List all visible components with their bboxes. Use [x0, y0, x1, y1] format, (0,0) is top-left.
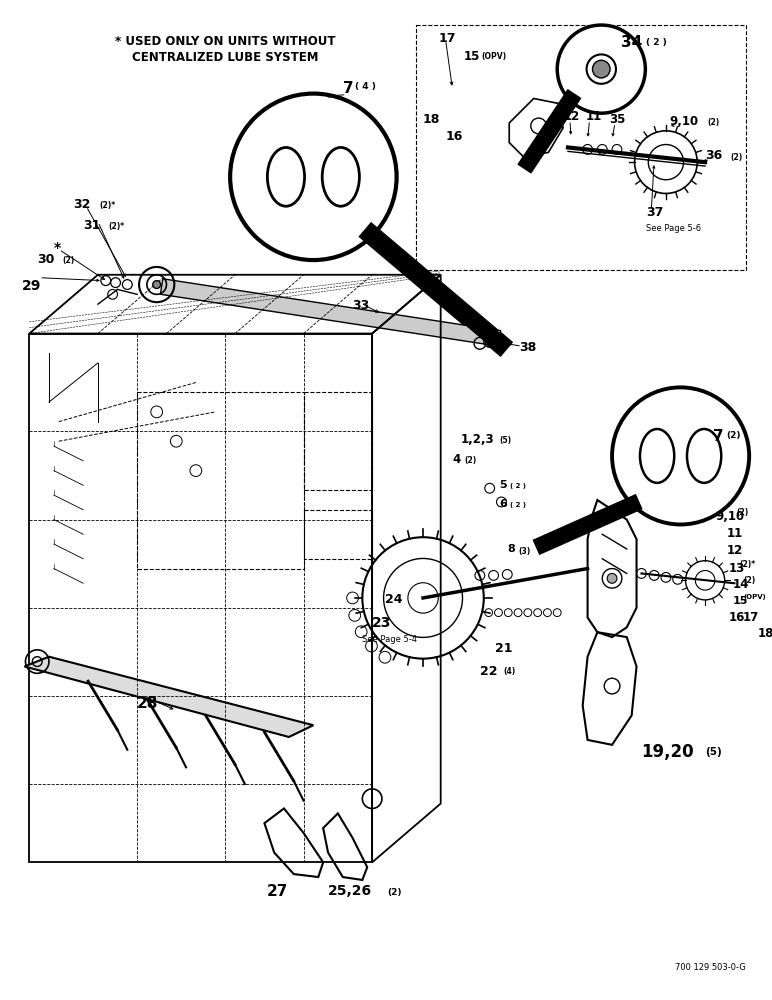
Text: 15: 15 [464, 50, 480, 63]
Text: (OPV): (OPV) [743, 594, 766, 600]
Text: (2): (2) [387, 888, 401, 897]
Text: 16: 16 [445, 130, 463, 143]
Text: (5): (5) [705, 747, 722, 757]
Text: (2)*: (2)* [109, 222, 125, 231]
Text: ( 2 ): ( 2 ) [510, 502, 527, 508]
Text: 33: 33 [353, 299, 370, 312]
Text: 5: 5 [499, 480, 507, 490]
Text: 34: 34 [621, 35, 642, 50]
Text: See Page 5-6: See Page 5-6 [646, 224, 702, 233]
Text: 18: 18 [423, 113, 441, 126]
Text: (2): (2) [730, 153, 743, 162]
Text: (2)*: (2)* [99, 201, 115, 210]
Text: 38: 38 [519, 341, 537, 354]
Text: (2): (2) [63, 256, 75, 265]
Text: (5): (5) [499, 436, 512, 445]
Text: * USED ONLY ON UNITS WITHOUT: * USED ONLY ON UNITS WITHOUT [115, 35, 336, 48]
Text: (3): (3) [518, 547, 530, 556]
Text: 9,10: 9,10 [715, 510, 744, 523]
Text: 6: 6 [499, 499, 507, 509]
Text: ( 2 ): ( 2 ) [510, 483, 527, 489]
Text: 700 129 503-0-G: 700 129 503-0-G [676, 963, 747, 972]
Polygon shape [25, 657, 313, 737]
Text: 28: 28 [137, 696, 158, 711]
Text: 29: 29 [22, 279, 41, 293]
Text: 36: 36 [705, 149, 723, 162]
Text: ( 4 ): ( 4 ) [355, 82, 377, 91]
Text: 1,2,3: 1,2,3 [460, 433, 494, 446]
Text: *: * [54, 241, 61, 255]
Text: (2): (2) [464, 456, 476, 465]
Text: 18: 18 [758, 627, 772, 640]
Text: 19,20: 19,20 [642, 743, 694, 761]
Text: 7: 7 [713, 429, 723, 444]
Text: 11: 11 [586, 110, 602, 123]
Text: 12: 12 [726, 544, 743, 557]
Text: CENTRALIZED LUBE SYSTEM: CENTRALIZED LUBE SYSTEM [132, 51, 319, 64]
Text: ( 2 ): ( 2 ) [646, 38, 667, 47]
Text: (2): (2) [707, 118, 720, 127]
Ellipse shape [592, 60, 610, 78]
Text: 7: 7 [343, 81, 354, 96]
Text: 16: 16 [729, 611, 745, 624]
Text: 4: 4 [452, 453, 461, 466]
Text: 12: 12 [564, 110, 581, 123]
Text: 9,10: 9,10 [670, 115, 699, 128]
Text: (2)*: (2)* [740, 560, 756, 569]
Text: 31: 31 [83, 219, 100, 232]
Text: 23: 23 [372, 616, 391, 630]
Polygon shape [161, 279, 500, 346]
Text: 22: 22 [480, 665, 497, 678]
Text: (OPV): (OPV) [482, 52, 507, 61]
Text: 17: 17 [743, 611, 759, 624]
Text: 15: 15 [733, 596, 748, 606]
Text: 25,26: 25,26 [328, 884, 372, 898]
Text: 11: 11 [726, 527, 743, 540]
Text: See Page 5-4: See Page 5-4 [362, 635, 418, 644]
Circle shape [153, 281, 161, 288]
Text: 32: 32 [73, 198, 91, 211]
Text: 37: 37 [646, 206, 664, 219]
Text: 17: 17 [438, 32, 456, 45]
Circle shape [607, 573, 617, 583]
Text: 13: 13 [729, 562, 745, 575]
Text: (2): (2) [743, 576, 756, 585]
Text: (2): (2) [736, 508, 749, 517]
Text: 24: 24 [385, 593, 402, 606]
Text: (4): (4) [503, 667, 516, 676]
Text: 27: 27 [266, 884, 288, 899]
Text: (2): (2) [726, 431, 741, 440]
Text: 14: 14 [733, 578, 749, 591]
Text: 21: 21 [495, 642, 512, 655]
Text: 30: 30 [37, 253, 55, 266]
Text: 8: 8 [507, 544, 515, 554]
Text: 35: 35 [609, 113, 625, 126]
